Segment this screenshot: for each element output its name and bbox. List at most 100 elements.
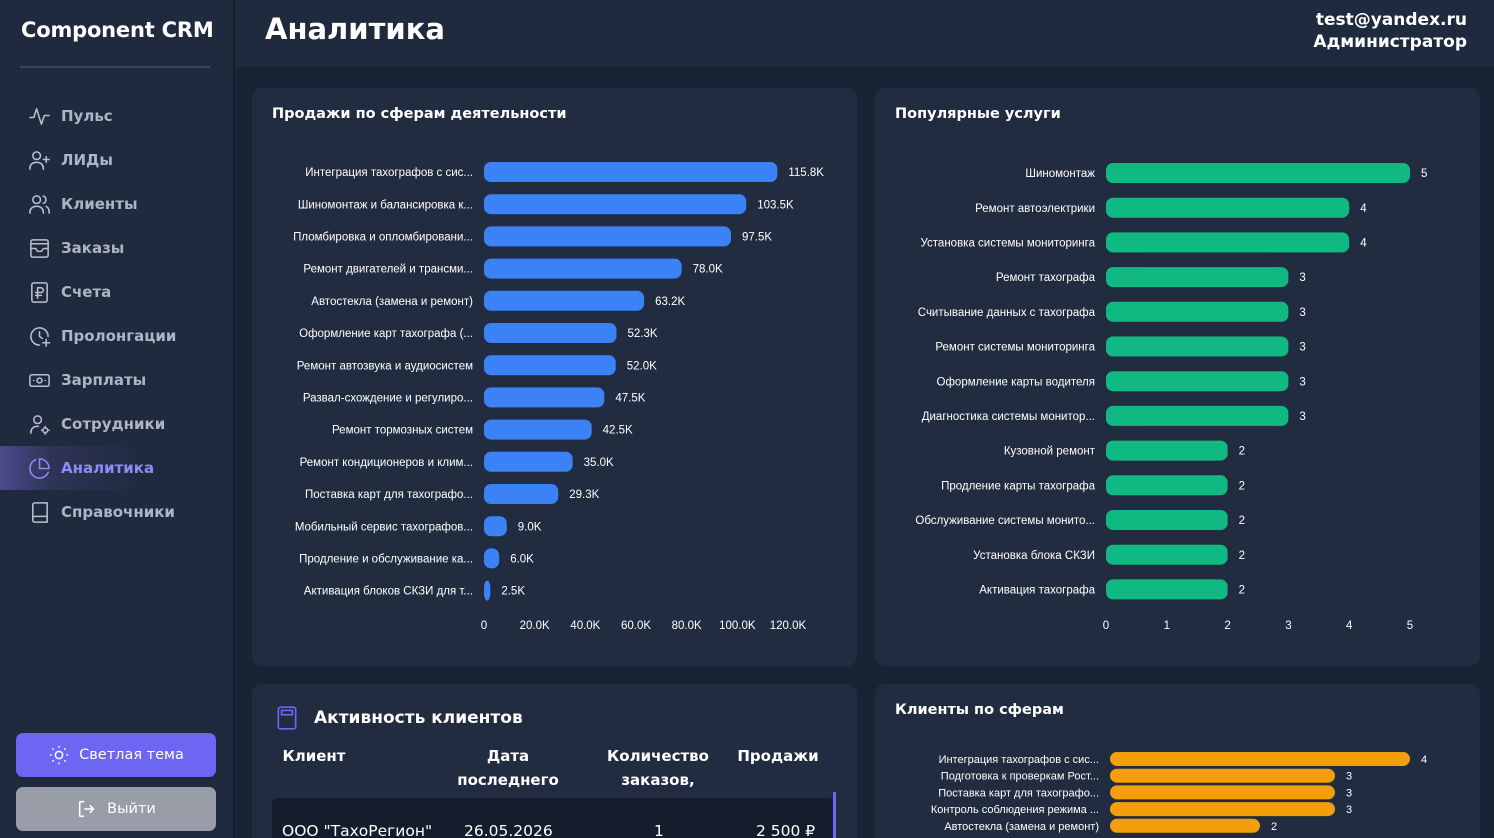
category-label: Поставка карт для тахографо...: [938, 787, 1099, 799]
sidebar-item-invoices[interactable]: Счета: [0, 270, 234, 314]
inbox-icon: [27, 236, 51, 260]
ruble-invoice-icon: [27, 280, 51, 304]
sidebar-item-references[interactable]: Справочники: [0, 490, 234, 534]
bar: [484, 516, 507, 537]
sidebar-item-label: Пролонгации: [61, 327, 177, 345]
user-gear-icon: [27, 412, 51, 436]
column-header-sales[interactable]: Продажи: [737, 747, 819, 765]
data-label: 103.5K: [757, 199, 794, 211]
theme-toggle-button[interactable]: Светлая тема: [16, 733, 216, 777]
sidebar-item-orders[interactable]: Заказы: [0, 226, 234, 270]
cell-date: 26.05.2026: [464, 822, 553, 838]
x-tick-label: 1: [1164, 620, 1170, 632]
sidebar-item-salaries[interactable]: Зарплаты: [0, 358, 234, 402]
data-label: 47.5K: [615, 393, 645, 405]
sidebar-item-label: Справочники: [61, 503, 175, 521]
category-label: Ремонт кондиционеров и клим...: [300, 457, 473, 469]
category-label: Пломбировка и опломбировани...: [293, 232, 473, 244]
category-label: Продление и обслуживание ка...: [299, 554, 473, 566]
card-title: Продажи по сферам деятельности: [272, 106, 567, 122]
category-label: Мобильный сервис тахографов...: [295, 521, 473, 533]
x-tick-label: 120.0K: [770, 620, 807, 632]
x-tick-label: 60.0K: [621, 620, 651, 632]
logout-button[interactable]: Выйти: [16, 787, 216, 831]
data-label: 5: [1421, 168, 1427, 180]
bar: [484, 419, 592, 440]
activity-header: Активность клиентов: [274, 705, 523, 731]
card-title: Клиенты по сферам: [895, 702, 1064, 718]
bar: [484, 323, 617, 343]
cell-client: ООО "ТахоРегион": [282, 822, 433, 838]
banknote-icon: [27, 368, 51, 392]
x-tick-label: 4: [1346, 620, 1353, 632]
category-label: Установка системы мониторинга: [921, 238, 1096, 250]
pie-chart-icon: [27, 456, 51, 480]
bar: [1110, 802, 1335, 817]
bar: [1106, 232, 1350, 253]
data-label: 2.5K: [501, 586, 525, 598]
column-header-client[interactable]: Клиент: [282, 747, 346, 765]
bar: [484, 194, 747, 215]
data-label: 3: [1299, 342, 1305, 354]
data-label: 97.5K: [742, 232, 772, 244]
x-tick-label: 2: [1224, 620, 1230, 632]
category-label: Интеграция тахографов с сис...: [939, 754, 1099, 766]
sidebar-item-label: Клиенты: [61, 195, 138, 213]
sidebar-item-prolongations[interactable]: Пролонгации: [0, 314, 234, 358]
bar: [484, 580, 491, 601]
bar: [1106, 197, 1350, 218]
client-activity-card: Активность клиентов Клиент Дата последне…: [252, 684, 857, 838]
bar: [1106, 301, 1289, 322]
data-label: 3: [1299, 272, 1305, 284]
clients-by-sphere-card: Клиенты по сферам Интеграция тахографов …: [875, 684, 1480, 838]
data-label: 78.0K: [693, 264, 723, 276]
sidebar-item-leads[interactable]: ЛИДы: [0, 138, 234, 182]
page-title: Аналитика: [265, 12, 445, 46]
x-tick-label: 20.0K: [520, 620, 550, 632]
cell-count: 1: [654, 822, 664, 838]
data-label: 4: [1360, 238, 1367, 250]
category-label: Ремонт автоэлектрики: [975, 203, 1095, 215]
data-label: 115.8K: [788, 167, 824, 179]
sidebar-item-label: ЛИДы: [61, 151, 113, 169]
sidebar-item-analytics[interactable]: Аналитика: [0, 446, 234, 490]
bar: [1106, 475, 1228, 496]
data-label: 3: [1299, 411, 1305, 423]
bar: [1106, 267, 1289, 288]
bar: [484, 484, 559, 504]
x-tick-label: 5: [1407, 620, 1413, 632]
bar: [1106, 440, 1228, 461]
category-label: Считывание данных с тахографа: [918, 307, 1096, 319]
brand-divider: [20, 66, 210, 68]
sidebar-item-employees[interactable]: Сотрудники: [0, 402, 234, 446]
sidebar-item-label: Пульс: [61, 107, 113, 125]
bar: [1106, 510, 1228, 530]
table-scrollbar[interactable]: [833, 792, 836, 838]
category-label: Оформление карт тахографа (...: [299, 328, 473, 340]
calculator-icon: [277, 706, 297, 730]
x-tick-label: 80.0K: [672, 620, 702, 632]
data-label: 2: [1239, 480, 1245, 492]
x-tick-label: 0: [1103, 620, 1109, 632]
data-label: 35.0K: [584, 457, 614, 469]
x-tick-label: 40.0K: [570, 620, 600, 632]
category-label: Автостекла (замена и ремонт): [944, 821, 1099, 833]
category-label: Ремонт системы мониторинга: [935, 342, 1095, 354]
category-label: Интеграция тахографов с сис...: [305, 167, 473, 179]
bar: [1106, 163, 1410, 183]
activity-title: Активность клиентов: [314, 708, 523, 728]
brand-logo[interactable]: Component CRM: [21, 18, 214, 42]
sidebar: Component CRM Пульс ЛИДы Клиенты Заказы …: [0, 0, 234, 838]
category-label: Развал-схождение и регулиро...: [303, 393, 473, 405]
sidebar-item-clients[interactable]: Клиенты: [0, 182, 234, 226]
category-label: Ремонт автозвука и аудиосистем: [297, 360, 473, 372]
table-row[interactable]: [272, 798, 835, 838]
category-label: Автостекла (замена и ремонт): [311, 296, 473, 308]
data-label: 63.2K: [655, 296, 685, 308]
category-label: Активация тахографа: [979, 585, 1095, 597]
user-info[interactable]: test@yandex.ru Администратор: [1313, 9, 1467, 53]
data-label: 42.5K: [603, 425, 633, 437]
category-label: Шиномонтаж и балансировка к...: [298, 199, 473, 211]
sidebar-item-pulse[interactable]: Пульс: [0, 94, 234, 138]
bar: [484, 226, 731, 247]
